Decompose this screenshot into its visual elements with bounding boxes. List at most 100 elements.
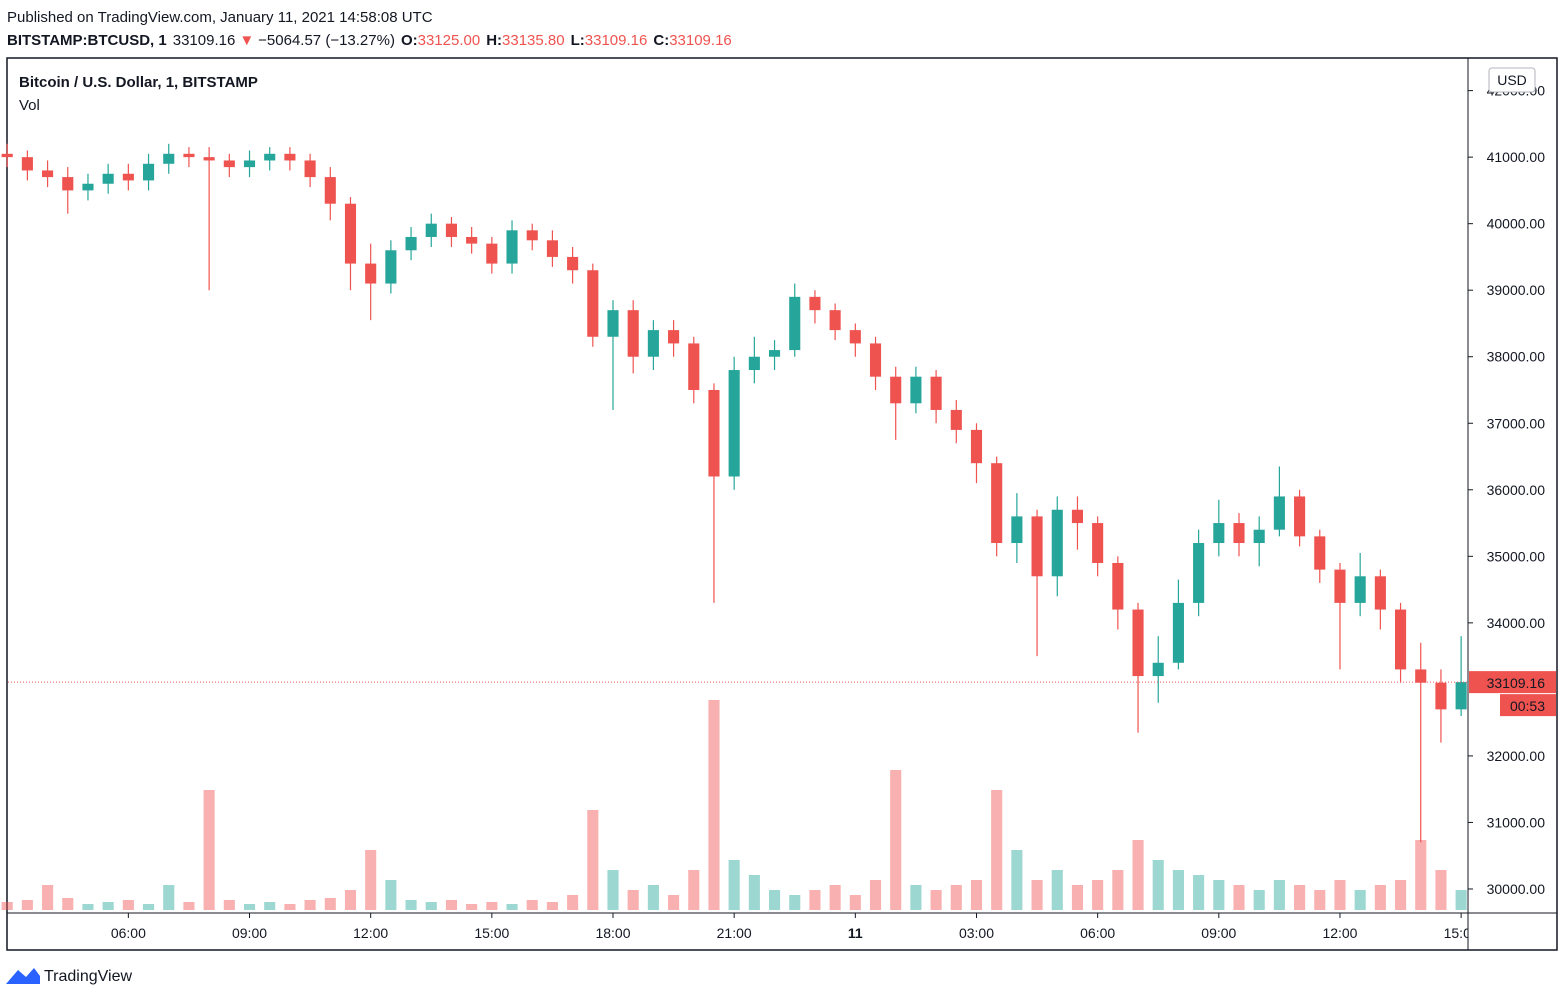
candle-body bbox=[1273, 496, 1285, 530]
candle-body bbox=[546, 240, 558, 257]
volume-bar bbox=[627, 890, 639, 910]
y-tick-label: 40000.00 bbox=[1487, 216, 1546, 232]
candle-body bbox=[42, 170, 54, 178]
volume-bar bbox=[82, 904, 94, 910]
volume-bar bbox=[1253, 890, 1265, 910]
down-arrow: ▼ bbox=[239, 32, 254, 49]
candle-body bbox=[688, 343, 700, 390]
volume-bar bbox=[243, 904, 256, 910]
candle-body bbox=[1253, 529, 1265, 544]
x-tick-label: 06:00 bbox=[111, 925, 146, 941]
x-tick-label: 06:00 bbox=[1080, 925, 1115, 941]
candle-body bbox=[385, 250, 397, 284]
volume-bar bbox=[567, 895, 579, 910]
candle-body bbox=[62, 177, 74, 191]
volume-bar bbox=[344, 890, 357, 910]
volume-bar bbox=[1294, 885, 1306, 910]
volume-bar bbox=[1031, 880, 1043, 910]
brand: TradingView bbox=[44, 968, 132, 985]
volume-bar bbox=[264, 902, 276, 910]
volume-bar bbox=[304, 900, 316, 910]
volume-bar bbox=[688, 870, 700, 910]
candle-body bbox=[567, 256, 579, 271]
candle-body bbox=[607, 310, 619, 337]
x-tick-label: 15:00 bbox=[1444, 925, 1479, 941]
candle-body bbox=[506, 230, 518, 264]
x-tick-label: 12:00 bbox=[353, 925, 388, 941]
candle-body bbox=[1172, 602, 1184, 663]
volume-bar bbox=[466, 904, 478, 910]
volume-bar bbox=[728, 860, 740, 910]
volume-label: Vol bbox=[19, 97, 40, 114]
volume-bar bbox=[365, 850, 377, 910]
l-label: L: bbox=[571, 32, 585, 49]
volume-bar bbox=[486, 902, 498, 910]
volume-bar bbox=[748, 875, 760, 910]
candle-body bbox=[1334, 569, 1346, 603]
y-tick-label: 34000.00 bbox=[1487, 615, 1546, 631]
x-tick-label: 12:00 bbox=[1322, 925, 1357, 941]
candle-body bbox=[405, 236, 417, 251]
candle-body bbox=[1051, 509, 1063, 577]
volume-bar bbox=[445, 900, 458, 910]
candle-body bbox=[1011, 516, 1023, 544]
last-price-box bbox=[1469, 671, 1556, 694]
y-tick-label: 32000.00 bbox=[1487, 748, 1546, 764]
candle-body bbox=[223, 160, 235, 168]
x-tick-label: 09:00 bbox=[1201, 925, 1236, 941]
volume-bar bbox=[203, 790, 215, 910]
time-axis: 06:00 09:00 12:00 15:00 18:00 21:00 11 03:00 06:… bbox=[111, 913, 1479, 941]
candle-body bbox=[1071, 509, 1084, 524]
candle-body bbox=[1213, 523, 1225, 544]
volume-bar bbox=[930, 890, 942, 910]
candle-body bbox=[1314, 536, 1326, 570]
change: −5064.57 (−13.27%) bbox=[258, 32, 395, 49]
volume-bar bbox=[587, 810, 599, 910]
volume-bar bbox=[21, 900, 33, 910]
candle-body bbox=[849, 330, 861, 344]
currency-button[interactable] bbox=[1488, 67, 1536, 93]
candle-body bbox=[1031, 516, 1043, 577]
volume-bar bbox=[223, 900, 235, 910]
volume-bar bbox=[849, 895, 861, 910]
volume-bar bbox=[1354, 890, 1366, 910]
brand-logo bbox=[6, 968, 40, 984]
volume-bar bbox=[546, 902, 558, 910]
volume-bar bbox=[1415, 840, 1427, 910]
o-value: 33125.00 bbox=[418, 32, 481, 49]
volume-bar bbox=[405, 900, 417, 910]
volume bbox=[1, 700, 1467, 910]
volume-bar bbox=[991, 790, 1003, 910]
candle-body bbox=[526, 230, 538, 241]
volume-bar bbox=[1172, 870, 1184, 910]
x-tick-label: 11 bbox=[848, 925, 863, 941]
volume-bar bbox=[789, 895, 801, 910]
volume-bar bbox=[970, 880, 983, 910]
c-label: C: bbox=[653, 32, 669, 49]
candle-body bbox=[1092, 523, 1104, 563]
volume-bar bbox=[1314, 890, 1326, 910]
volume-bar bbox=[1112, 870, 1124, 910]
symbol: BITSTAMP:BTCUSD, 1 bbox=[7, 32, 167, 49]
y-tick-label: 41000.00 bbox=[1487, 149, 1546, 165]
y-tick-label: 39000.00 bbox=[1487, 282, 1546, 298]
x-tick-label: 18:00 bbox=[595, 925, 630, 941]
h-value: 33135.80 bbox=[502, 32, 565, 49]
currency[interactable]: USD bbox=[1497, 72, 1527, 88]
candle-body bbox=[1233, 523, 1245, 544]
candle-body bbox=[1193, 543, 1205, 603]
candle-body bbox=[264, 153, 276, 161]
candle-body bbox=[1152, 662, 1164, 677]
x-tick-label: 21:00 bbox=[717, 925, 752, 941]
candle-body bbox=[1112, 562, 1124, 610]
volume-bar bbox=[102, 902, 114, 910]
candle-body bbox=[748, 356, 760, 371]
candle-body bbox=[304, 160, 316, 178]
volume-bar bbox=[647, 885, 659, 910]
volume-bar bbox=[425, 902, 437, 910]
candle-body bbox=[890, 376, 902, 404]
volume-bar bbox=[506, 904, 518, 910]
c-value: 33109.16 bbox=[669, 32, 732, 49]
volume-bar bbox=[1051, 870, 1063, 910]
